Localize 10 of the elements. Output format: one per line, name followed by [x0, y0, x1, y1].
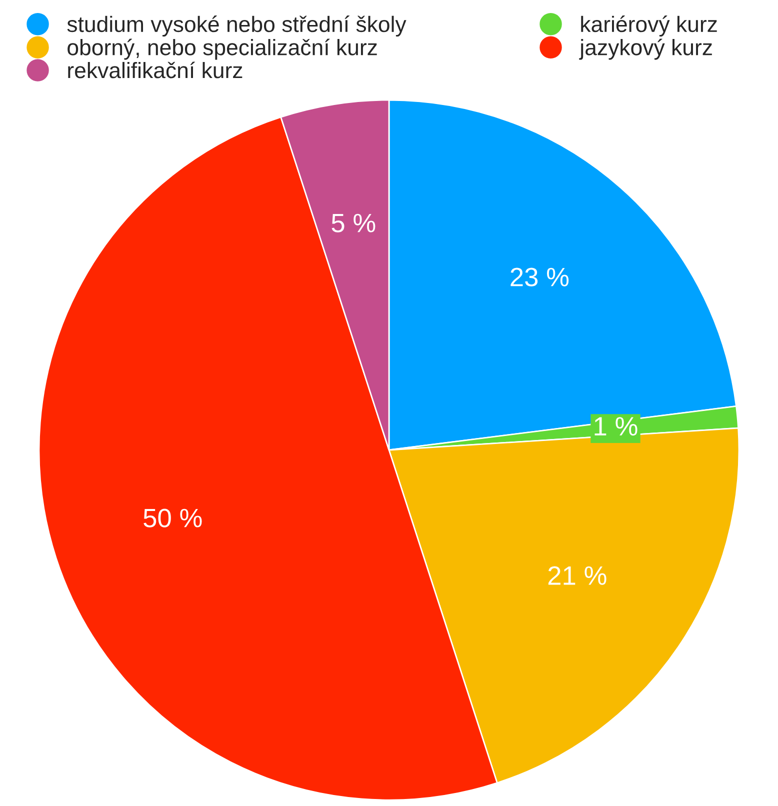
- data-label: 21 %: [548, 566, 606, 585]
- legend-label: oborný, nebo specializační kurz: [68, 38, 377, 60]
- data-label: 1 %: [594, 417, 638, 436]
- data-label: 5 %: [332, 214, 376, 232]
- legend-label: kariérový kurz: [581, 16, 717, 37]
- legend-label: rekvalifikační kurz: [68, 62, 242, 78]
- data-label: 50 %: [144, 508, 202, 528]
- legend-label: studium vysoké nebo střední školy: [67, 16, 406, 37]
- legend-label: jazykový kurz: [579, 38, 712, 60]
- data-label: 23 %: [510, 268, 569, 286]
